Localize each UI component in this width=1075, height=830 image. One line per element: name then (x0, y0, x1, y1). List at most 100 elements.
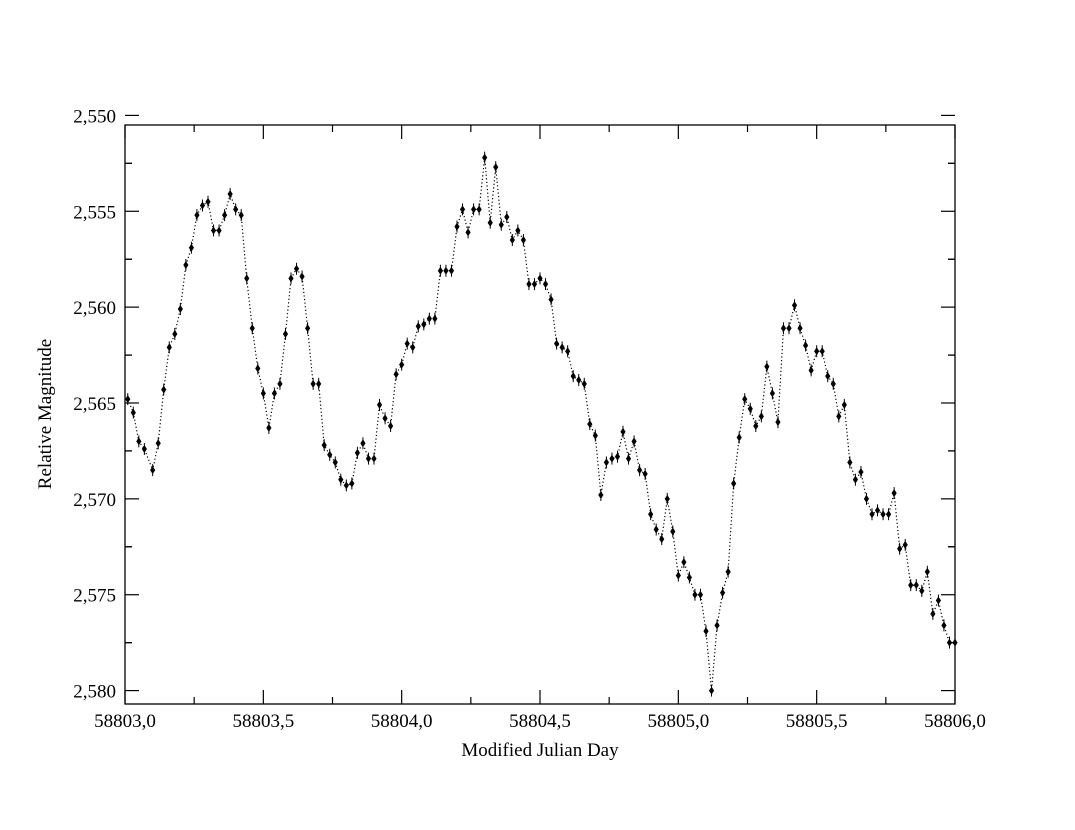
data-point (498, 218, 504, 231)
diamond-marker (526, 280, 532, 289)
diamond-marker (886, 510, 892, 519)
diamond-marker (531, 280, 538, 289)
plot-frame (124, 124, 956, 705)
data-point (504, 211, 510, 224)
diamond-marker (493, 163, 499, 172)
data-point (753, 420, 759, 433)
diamond-marker (637, 466, 643, 475)
data-point (410, 341, 416, 354)
data-point (282, 327, 289, 340)
y-tick-label: 2,555 (73, 202, 116, 223)
data-point (393, 368, 399, 381)
diamond-marker (720, 588, 726, 597)
data-point (299, 270, 305, 283)
x-tick-label: 58806,0 (924, 711, 986, 732)
data-point (288, 272, 294, 285)
diamond-marker (130, 408, 136, 417)
data-point (858, 466, 864, 479)
diamond-marker (310, 379, 316, 388)
series-line (127, 157, 955, 691)
diamond-marker (664, 494, 670, 503)
diamond-marker (614, 452, 621, 461)
data-point (791, 299, 798, 312)
diamond-marker (399, 360, 405, 369)
data-point (177, 303, 183, 316)
data-point (659, 533, 665, 546)
diamond-marker (769, 389, 775, 398)
diamond-marker (620, 427, 626, 436)
data-point (222, 209, 228, 222)
diamond-marker (747, 404, 753, 413)
data-point (244, 272, 250, 285)
data-point (731, 477, 737, 490)
data-point (769, 387, 775, 400)
data-point (125, 393, 131, 406)
data-point (454, 220, 460, 233)
data-point (642, 467, 648, 480)
data-point (136, 435, 142, 448)
diamond-marker (946, 638, 953, 647)
data-point (935, 594, 941, 607)
data-point (637, 464, 643, 477)
diamond-marker (731, 479, 737, 488)
diamond-marker (210, 226, 217, 235)
diamond-marker (487, 218, 493, 227)
diamond-marker (410, 343, 416, 352)
x-axis-label: Modified Julian Day (461, 740, 619, 761)
diamond-marker (908, 581, 914, 590)
y-tick-label: 2,580 (73, 682, 116, 703)
data-point (459, 203, 466, 216)
diamond-marker (648, 510, 654, 519)
data-point (952, 636, 958, 649)
diamond-marker (249, 324, 255, 333)
diamond-marker (476, 205, 482, 214)
data-point (183, 258, 189, 271)
diamond-marker (814, 347, 820, 356)
series-layer (125, 151, 958, 697)
x-tick-label: 58803,5 (232, 711, 294, 732)
diamond-marker (548, 295, 554, 304)
data-point (670, 525, 676, 538)
data-point (886, 508, 892, 521)
data-point (310, 377, 316, 390)
diamond-marker (471, 205, 477, 214)
data-point (542, 278, 549, 291)
diamond-marker (631, 437, 637, 446)
data-point (554, 337, 560, 350)
diamond-marker (332, 458, 338, 467)
data-point (365, 452, 372, 465)
diamond-marker (227, 190, 233, 199)
data-point (349, 477, 355, 490)
diamond-marker (150, 466, 156, 475)
diamond-marker (930, 609, 936, 618)
data-point (210, 224, 217, 237)
diamond-marker (858, 468, 864, 477)
data-point (316, 377, 322, 390)
data-point (199, 199, 206, 212)
data-point (376, 398, 383, 411)
data-point (421, 318, 427, 331)
data-point (941, 619, 947, 632)
data-point (155, 437, 161, 450)
diamond-marker (592, 431, 598, 440)
data-point (509, 234, 515, 247)
data-point (825, 370, 831, 383)
diamond-marker (797, 324, 803, 333)
data-point (869, 508, 875, 521)
data-point (631, 435, 637, 448)
diamond-marker (714, 621, 720, 630)
data-point (305, 322, 311, 335)
data-point (841, 398, 847, 411)
data-point (205, 195, 211, 208)
diamond-marker (371, 454, 377, 463)
diamond-marker (780, 324, 787, 333)
diamond-marker (271, 389, 277, 398)
diamond-marker (299, 272, 305, 281)
data-point (388, 420, 394, 433)
diamond-marker (808, 366, 814, 375)
diamond-marker (708, 686, 715, 695)
data-point (432, 312, 438, 325)
diamond-marker (913, 581, 919, 590)
diamond-marker (791, 301, 798, 310)
